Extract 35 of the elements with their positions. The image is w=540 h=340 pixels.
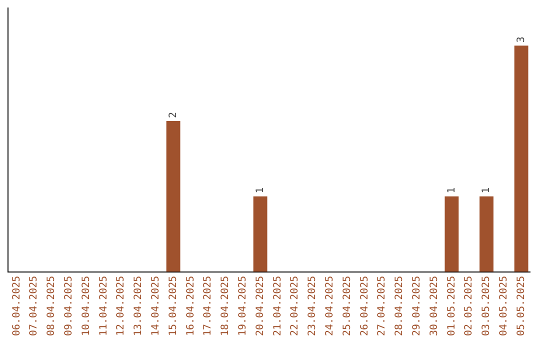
x-tick-label: 27.04.2025 [376,276,388,336]
x-tick-label: 07.04.2025 [28,276,40,336]
x-tick-label: 08.04.2025 [46,276,58,336]
x-tick-label: 23.04.2025 [307,276,318,336]
x-tick-label: 02.05.2025 [464,276,475,336]
x-tick-label: 05.05.2025 [516,276,527,336]
data-label: 1 [254,187,266,194]
x-tick-label: 16.04.2025 [185,276,196,336]
x-tick-label: 19.04.2025 [237,276,248,336]
x-tick-label: 12.04.2025 [116,276,127,336]
x-tick-label: 29.04.2025 [411,276,422,336]
x-tick-label: 17.04.2025 [202,276,214,336]
x-tick-label: 25.04.2025 [342,276,353,336]
x-tick-label: 30.04.2025 [428,276,440,336]
x-tick-label: 18.04.2025 [220,276,232,336]
x-tick-label: 22.04.2025 [290,276,301,336]
data-label: 1 [446,187,458,194]
x-tick-label: 04.05.2025 [498,276,510,336]
x-tick-label: 06.04.2025 [11,276,22,336]
x-tick-label: 11.04.2025 [98,276,110,336]
x-tick-label: 15.04.2025 [168,276,179,336]
x-tick-label: 26.04.2025 [359,276,370,336]
x-tick-label: 10.04.2025 [80,276,92,336]
data-label: 3 [516,36,527,43]
x-tick-label: 13.04.2025 [133,276,144,336]
x-tick-label: 09.04.2025 [63,276,74,336]
x-tick-label: 24.04.2025 [324,276,336,336]
data-label: 1 [481,187,492,194]
x-tick-label: 01.05.2025 [446,276,458,336]
x-tick-label: 03.05.2025 [481,276,492,336]
x-tick-label: 20.04.2025 [254,276,266,336]
x-tick-label: 14.04.2025 [150,276,162,336]
data-label: 2 [168,112,179,118]
x-tick-label: 28.04.2025 [394,276,406,336]
x-tick-label: 21.04.2025 [272,276,284,336]
